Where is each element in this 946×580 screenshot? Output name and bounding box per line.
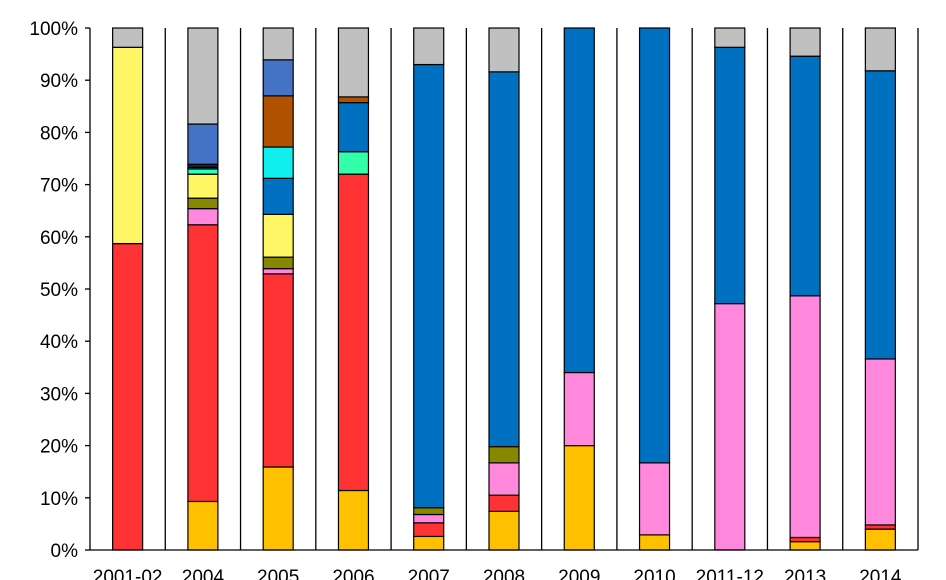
bar-segment-2001-02-s5: [112, 46, 144, 245]
bar-segment-2005-s2: [262, 273, 294, 468]
bar-segment-2014-s1: [864, 528, 896, 551]
bar-segment-2006-s12: [337, 27, 370, 98]
axes: [85, 27, 919, 551]
x-category-label: 2010: [633, 567, 675, 580]
bar-segment-2014-s3: [864, 358, 896, 526]
bar-segment-2013-s1: [789, 541, 821, 551]
bar-segment-2004-s1: [187, 500, 219, 551]
x-category-labels: 2001-02 2004 2005 2006 2007 2008 2009 2010 2011-…: [93, 567, 902, 580]
bar-segment-2004-s6: [187, 168, 219, 175]
bar-stack-2001-02: [112, 27, 144, 551]
bar-segment-2005-s3: [262, 268, 294, 275]
x-category-label: 2006: [332, 567, 374, 580]
bar-stack-2006: [337, 27, 370, 551]
bar-stack-2013: [789, 27, 821, 551]
y-tick-label: 90%: [40, 71, 78, 92]
bar-segment-2005-s7: [262, 177, 294, 215]
bar-segment-2004-s3: [187, 208, 219, 226]
y-tick-label: 40%: [40, 332, 78, 353]
bar-segment-2007-s4: [413, 507, 445, 516]
bar-segment-2006-s7: [337, 102, 370, 153]
grid-lines: [164, 28, 844, 550]
bar-segment-2010-s1: [638, 534, 671, 551]
bar-segment-2005-s12: [262, 27, 294, 61]
bar-segment-2005-s10: [262, 95, 294, 148]
bar-segment-2008-s12: [488, 27, 520, 73]
bar-segment-2006-s2: [337, 173, 370, 492]
bar-stack-2009: [563, 27, 595, 551]
x-category-label: 2005: [257, 567, 299, 580]
bar-stack-2007: [413, 27, 445, 551]
bar-segment-2008-s4: [488, 446, 520, 464]
y-tick-label: 70%: [40, 176, 78, 197]
bar-segment-2001-02-s12: [112, 27, 144, 48]
bar-segment-2011-12-s7: [714, 46, 746, 305]
bar-segment-2007-s12: [413, 27, 445, 66]
bar-segment-2007-s7: [413, 63, 445, 509]
bar-segment-2009-s7: [563, 27, 595, 374]
x-category-label: 2008: [483, 567, 525, 580]
bar-segment-2005-s4: [262, 256, 294, 270]
bar-segment-2008-s3: [488, 462, 520, 496]
y-tick-labels: 0% 10% 20% 30% 40% 50% 60% 70% 80% 90% 100%: [29, 19, 78, 562]
bar-segment-2004-s11: [187, 123, 219, 165]
bar-segment-2008-s1: [488, 510, 520, 551]
x-category-label: 2009: [558, 567, 600, 580]
y-tick-label: 30%: [40, 384, 78, 405]
bar-segment-2007-s1: [413, 535, 445, 551]
bar-segment-2010-s7: [638, 27, 671, 464]
bar-segment-2008-s2: [488, 494, 520, 512]
y-tick-label: 20%: [40, 437, 78, 458]
bar-segment-2005-s11: [262, 59, 294, 97]
x-category-label: 2004: [182, 567, 225, 580]
y-tick-label: 60%: [40, 228, 78, 249]
bar-segment-2006-s6: [337, 151, 370, 175]
bar-segment-2004-s4: [187, 197, 219, 210]
bar-stack-2008: [488, 27, 520, 551]
bar-stack-2004: [187, 27, 219, 551]
bar-segment-2014-s7: [864, 70, 896, 360]
bar-stack-2011-12: [714, 27, 746, 551]
bar-segment-2004-s2: [187, 224, 219, 503]
x-category-label: 2001-02: [93, 567, 163, 580]
bar-segment-2005-s8: [262, 146, 294, 179]
y-tick-label: 0%: [51, 541, 79, 562]
bar-segment-2013-s7: [789, 55, 821, 297]
bar-segment-2006-s1: [337, 489, 370, 551]
bar-segment-2013-s3: [789, 295, 821, 539]
bar-segment-2013-s2: [789, 536, 821, 543]
bar-segment-2013-s12: [789, 27, 821, 57]
bar-stack-2005: [262, 27, 294, 551]
bar-segment-2011-12-s12: [714, 27, 746, 48]
x-category-label: 2011-12: [696, 567, 764, 580]
bar-segment-2010-s3: [638, 462, 671, 536]
bar-segment-2005-s5: [262, 213, 294, 258]
bar-segment-2009-s3: [563, 371, 595, 447]
bar-segment-2007-s2: [413, 522, 445, 538]
bar-segment-2009-s1: [563, 445, 595, 551]
bar-segment-2014-s12: [864, 27, 896, 72]
bar-segment-2005-s1: [262, 466, 294, 551]
bar-stack-2010: [638, 27, 671, 551]
y-tick-label: 100%: [29, 19, 78, 40]
y-tick-label: 50%: [40, 280, 78, 301]
bar-segment-2014-s2: [864, 524, 896, 530]
bar-segment-2006-s10: [337, 96, 370, 104]
x-category-label: 2014: [859, 567, 902, 580]
bar-segment-2011-12-s3: [714, 303, 746, 551]
bar-segment-2007-s3: [413, 513, 445, 524]
bar-segment-2004-s5: [187, 173, 219, 199]
x-category-label: 2007: [408, 567, 450, 580]
bar-segment-2008-s7: [488, 71, 520, 448]
bars: [112, 27, 896, 551]
bar-segment-2001-02-s2: [112, 242, 144, 551]
y-tick-label: 80%: [40, 123, 78, 144]
bar-stack-2014: [864, 27, 896, 551]
bar-segment-2004-s12: [187, 27, 219, 125]
x-category-label: 2013: [784, 567, 826, 580]
y-tick-label: 10%: [40, 489, 78, 510]
